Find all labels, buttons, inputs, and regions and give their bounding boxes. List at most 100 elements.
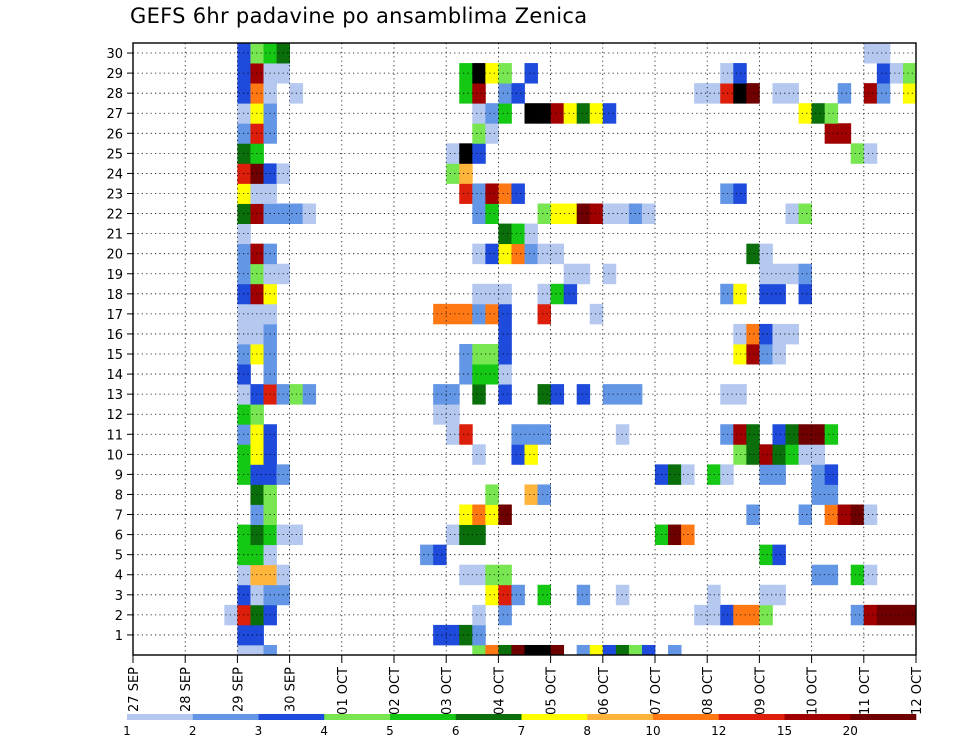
precip-cell: [589, 103, 604, 124]
colorbar-swatch: [850, 714, 917, 720]
x-tick-label: 09 OCT: [753, 667, 768, 715]
colorbar-swatch: [455, 714, 522, 720]
precip-cell: [472, 604, 486, 626]
precip-cell: [720, 604, 734, 626]
precip-cell: [798, 203, 812, 224]
precip-cell: [850, 143, 865, 164]
precip-cell: [863, 83, 878, 104]
precip-cell: [472, 303, 486, 325]
colorbar-swatch: [258, 714, 325, 720]
precip-cell: [498, 644, 512, 656]
precip-cell: [511, 243, 525, 265]
x-tick-label: 30 SEP: [284, 667, 299, 712]
precip-cell: [798, 424, 812, 445]
precip-cell: [759, 604, 773, 626]
precip-cell: [772, 424, 786, 445]
precip-cell: [485, 303, 499, 325]
precip-cell: [446, 143, 460, 164]
y-tick-label: 26: [106, 127, 123, 142]
precip-cell: [511, 183, 525, 204]
precip-cell: [446, 624, 460, 646]
precip-cell: [602, 644, 617, 656]
x-tick-label: 02 OCT: [388, 667, 403, 715]
y-tick-label: 25: [106, 147, 123, 162]
precip-cell: [824, 504, 839, 525]
precip-cell: [824, 464, 839, 485]
precip-cell: [576, 644, 591, 656]
precip-cell: [785, 323, 799, 345]
precip-cell: [798, 283, 812, 305]
precip-cell: [485, 364, 499, 385]
precip-cell: [537, 484, 551, 505]
precip-cell: [759, 283, 773, 305]
precip-cell: [485, 183, 499, 204]
precip-cell: [459, 303, 473, 325]
precip-cell: [746, 83, 760, 104]
precip-cell: [472, 63, 486, 84]
precip-cell: [628, 644, 643, 656]
precip-cell: [446, 303, 460, 325]
y-tick-label: 11: [106, 428, 123, 443]
y-tick-label: 13: [106, 388, 123, 403]
y-tick-label: 18: [106, 288, 123, 303]
precip-cell: [433, 544, 447, 566]
precip-cell: [902, 604, 917, 626]
precip-cell: [485, 584, 499, 606]
precip-cell: [785, 203, 799, 224]
precip-cell: [459, 424, 473, 445]
precip-cell: [785, 263, 799, 285]
precip-cell: [498, 103, 512, 124]
precip-cell: [472, 384, 486, 405]
precip-cell: [733, 283, 747, 305]
precip-cell: [498, 584, 512, 606]
y-tick-label: 2: [115, 609, 123, 624]
precip-cell: [785, 444, 799, 465]
precip-cell: [798, 504, 812, 525]
y-tick-label: 14: [106, 368, 123, 383]
precip-cell: [485, 123, 499, 144]
precip-cell: [863, 504, 878, 525]
precip-cell: [446, 524, 460, 546]
precip-cell: [433, 384, 447, 405]
precip-cell: [485, 504, 499, 525]
precip-cell: [759, 584, 773, 606]
colorbar-label: 1: [123, 724, 131, 738]
precip-cell: [602, 103, 617, 124]
precip-cell: [746, 604, 760, 626]
precip-cell: [485, 644, 499, 656]
precip-cell: [902, 63, 917, 84]
precip-cell: [459, 343, 473, 365]
precip-cell: [759, 444, 773, 465]
colorbar-swatch: [521, 714, 588, 720]
precip-cell: [576, 263, 591, 285]
precip-cell: [472, 143, 486, 164]
precip-cell: [576, 584, 591, 606]
colorbar-swatch: [192, 714, 259, 720]
precip-cell: [837, 83, 852, 104]
precip-cell: [498, 343, 512, 365]
precip-cell: [485, 564, 499, 586]
y-tick-label: 23: [106, 187, 123, 202]
precip-cell: [863, 564, 878, 586]
precip-cell: [850, 504, 865, 525]
precip-cell: [889, 63, 904, 84]
precip-cell: [720, 83, 734, 104]
colorbar-label: 5: [386, 724, 394, 738]
precip-cell: [550, 103, 565, 124]
colorbar-label: 2: [189, 724, 197, 738]
colorbar-label: 6: [452, 724, 460, 738]
precip-cell: [589, 203, 604, 224]
precip-cell: [746, 243, 760, 265]
precip-cell: [733, 604, 747, 626]
precip-cell: [537, 424, 551, 445]
precip-cell: [811, 103, 826, 124]
precip-cell: [824, 484, 839, 505]
precip-cell: [459, 504, 473, 525]
precip-cell: [459, 624, 473, 646]
precip-cell: [563, 263, 578, 285]
x-tick-label: 01 OCT: [336, 667, 351, 715]
precip-cell: [433, 624, 447, 646]
precip-cell: [746, 444, 760, 465]
precip-cell: [720, 424, 734, 445]
